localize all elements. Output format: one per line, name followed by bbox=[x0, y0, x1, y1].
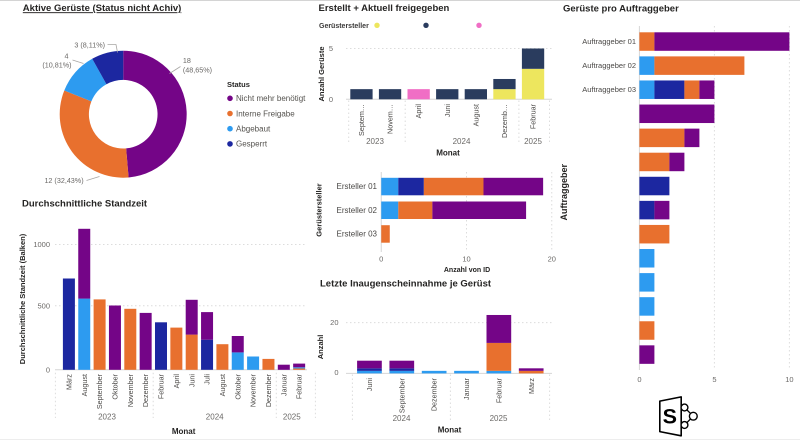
svg-text:Durchschnittliche Standzeit (B: Durchschnittliche Standzeit (Balken) bbox=[18, 233, 27, 364]
svg-text:August: August bbox=[80, 374, 89, 396]
svg-text:Gesperrt: Gesperrt bbox=[236, 140, 268, 149]
svg-text:Anzahl: Anzahl bbox=[316, 335, 325, 360]
svg-text:Durchschnittliche Standzeit: Durchschnittliche Standzeit bbox=[22, 199, 148, 210]
svg-text:2024: 2024 bbox=[206, 413, 224, 422]
svg-text:Septem…: Septem… bbox=[357, 104, 366, 136]
svg-text:20: 20 bbox=[548, 255, 556, 264]
svg-text:10: 10 bbox=[785, 375, 793, 384]
svg-text:Februar: Februar bbox=[494, 377, 503, 403]
svg-text:August: August bbox=[471, 104, 480, 126]
svg-text:18: 18 bbox=[183, 56, 191, 65]
svg-text:12 (32,43%): 12 (32,43%) bbox=[44, 176, 83, 185]
svg-text:Aktive Gerüste (Status nicht A: Aktive Gerüste (Status nicht Achiv) bbox=[23, 3, 182, 14]
svg-text:Februar: Februar bbox=[295, 373, 304, 399]
svg-text:Abgebaut: Abgebaut bbox=[236, 125, 271, 134]
svg-text:5: 5 bbox=[329, 44, 333, 53]
svg-text:Dezember: Dezember bbox=[264, 373, 273, 407]
svg-text:Monat: Monat bbox=[436, 149, 460, 158]
svg-text:Ersteller 03: Ersteller 03 bbox=[337, 230, 378, 239]
svg-text:Juli: Juli bbox=[203, 374, 212, 385]
svg-text:Oktober: Oktober bbox=[111, 373, 120, 399]
svg-text:10: 10 bbox=[462, 255, 470, 264]
svg-text:März: März bbox=[64, 374, 73, 390]
svg-text:20: 20 bbox=[330, 318, 338, 327]
svg-text:0: 0 bbox=[329, 95, 333, 104]
svg-text:September: September bbox=[95, 373, 104, 409]
svg-text:500: 500 bbox=[37, 301, 50, 310]
svg-text:Interne Freigabe: Interne Freigabe bbox=[236, 109, 295, 118]
svg-text:0: 0 bbox=[379, 255, 383, 264]
svg-text:November: November bbox=[249, 373, 258, 407]
svg-text:2023: 2023 bbox=[98, 413, 116, 422]
svg-text:Februar: Februar bbox=[529, 103, 538, 129]
svg-text:Letzte Inaugenscheinnahme je G: Letzte Inaugenscheinnahme je Gerüst bbox=[320, 279, 492, 290]
svg-text:Dezemb…: Dezemb… bbox=[500, 104, 509, 138]
svg-text:2024: 2024 bbox=[393, 414, 411, 423]
svg-text:Monat: Monat bbox=[438, 426, 462, 435]
svg-text:1000: 1000 bbox=[33, 240, 50, 249]
svg-text:Auftraggeber 01: Auftraggeber 01 bbox=[582, 37, 636, 46]
svg-text:Februar: Februar bbox=[157, 373, 166, 399]
svg-text:Status: Status bbox=[227, 80, 250, 89]
svg-text:Oktober: Oktober bbox=[233, 373, 242, 399]
svg-text:Januar: Januar bbox=[279, 373, 288, 396]
svg-text:3 (8,11%): 3 (8,11%) bbox=[74, 41, 105, 50]
svg-text:5: 5 bbox=[712, 375, 716, 384]
svg-text:Gerüste pro Auftraggeber: Gerüste pro Auftraggeber bbox=[563, 4, 679, 15]
svg-text:September: September bbox=[397, 377, 406, 413]
svg-text:Ersteller 02: Ersteller 02 bbox=[337, 206, 378, 215]
svg-text:2024: 2024 bbox=[453, 137, 471, 146]
svg-text:Dezember: Dezember bbox=[430, 377, 439, 411]
svg-text:Auftraggeber 03: Auftraggeber 03 bbox=[582, 85, 636, 94]
svg-text:Anzahl Gerüste: Anzahl Gerüste bbox=[317, 46, 326, 101]
svg-text:Nicht mehr benötigt: Nicht mehr benötigt bbox=[236, 94, 306, 103]
svg-text:Monat: Monat bbox=[172, 427, 196, 436]
svg-text:Erstellt + Aktuell freigegeben: Erstellt + Aktuell freigegeben bbox=[319, 3, 450, 14]
svg-text:Juni: Juni bbox=[365, 378, 374, 392]
svg-text:November: November bbox=[126, 373, 135, 407]
svg-text:April: April bbox=[414, 104, 423, 119]
svg-text:Auftraggeber 02: Auftraggeber 02 bbox=[582, 61, 636, 70]
svg-text:Juni: Juni bbox=[443, 104, 452, 118]
svg-text:Anzahl von ID: Anzahl von ID bbox=[444, 267, 490, 274]
svg-text:4: 4 bbox=[65, 52, 69, 61]
svg-text:Auftraggeber: Auftraggeber bbox=[559, 164, 569, 221]
svg-text:März: März bbox=[527, 378, 536, 394]
svg-text:Gerüstersteller: Gerüstersteller bbox=[315, 183, 324, 236]
svg-text:Dezember: Dezember bbox=[141, 373, 150, 407]
svg-text:Novem…: Novem… bbox=[386, 104, 395, 134]
svg-text:Ersteller 01: Ersteller 01 bbox=[337, 182, 378, 191]
svg-text:(48,65%): (48,65%) bbox=[183, 66, 212, 75]
svg-text:2025: 2025 bbox=[283, 413, 301, 422]
svg-text:0: 0 bbox=[334, 368, 338, 377]
svg-text:Januar: Januar bbox=[462, 377, 471, 400]
svg-text:0: 0 bbox=[46, 365, 50, 374]
svg-text:August: August bbox=[218, 374, 227, 396]
svg-text:0: 0 bbox=[637, 375, 641, 384]
svg-text:S: S bbox=[663, 405, 677, 429]
svg-text:Juni: Juni bbox=[187, 374, 196, 388]
svg-text:2025: 2025 bbox=[490, 414, 508, 423]
svg-text:2025: 2025 bbox=[524, 137, 542, 146]
svg-text:(10,81%): (10,81%) bbox=[42, 61, 71, 70]
svg-text:Gerüstersteller: Gerüstersteller bbox=[319, 23, 369, 30]
svg-text:April: April bbox=[172, 374, 181, 389]
svg-text:2023: 2023 bbox=[366, 137, 384, 146]
